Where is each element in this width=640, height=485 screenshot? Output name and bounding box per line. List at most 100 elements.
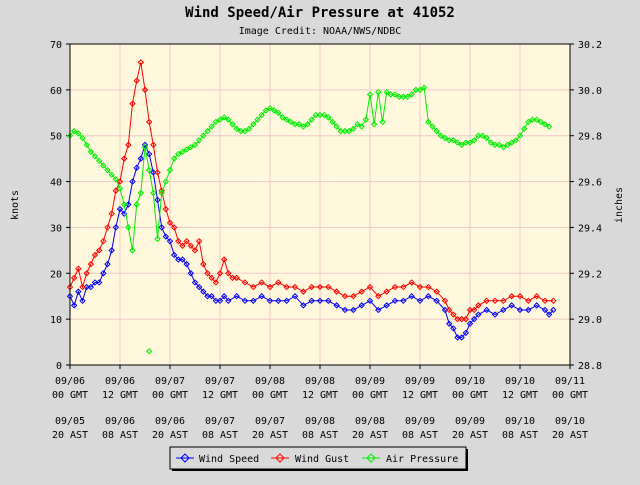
air-pressure-point: [104, 166, 111, 174]
right-y-axis-ticks: 28.8 29.0 29.2 29.4 29.6 29.8 30.0 30.2: [570, 40, 602, 372]
air-pressure-point: [308, 116, 315, 123]
air-pressure-point: [266, 104, 274, 112]
wind-gust-point: [308, 283, 315, 291]
wind-gust-point: [500, 297, 507, 305]
wind-speed-point: [491, 311, 499, 318]
air-pressure-point: [441, 134, 449, 142]
air-pressure-point: [304, 121, 311, 128]
air-pressure-point: [437, 132, 445, 139]
wind-speed-point: [95, 279, 103, 286]
air-pressure-point: [479, 132, 486, 139]
wind-gust-point: [150, 141, 157, 149]
air-pressure-point: [504, 141, 511, 149]
x-tick-label: 00 GMT: [452, 390, 488, 401]
wind-gust-point: [137, 59, 145, 66]
wind-speed-point: [187, 270, 195, 277]
air-pressure-point: [70, 127, 78, 135]
wind-speed-point: [316, 297, 324, 305]
wind-gust-point: [87, 260, 95, 268]
air-pressure-point: [295, 121, 303, 128]
left-tick-label: 10: [50, 315, 62, 326]
wind-speed-point: [87, 283, 95, 291]
wind-gust-point: [400, 283, 407, 291]
air-pressure-point: [450, 137, 457, 144]
wind-speed-point: [445, 320, 453, 327]
air-pressure-point: [220, 114, 228, 121]
air-pressure-point: [495, 141, 503, 149]
right-tick-label: 28.8: [578, 361, 602, 372]
air-pressure-point: [333, 123, 340, 130]
x-tick-label: 09/06: [105, 376, 135, 387]
wind-speed-point: [275, 297, 282, 305]
wind-speed-point: [183, 260, 190, 268]
air-pressure-point: [487, 139, 495, 146]
wind-speed-point: [545, 311, 553, 318]
air-pressure-point: [379, 118, 386, 126]
air-pressure-point: [383, 88, 390, 96]
wind-gust-point: [525, 297, 532, 305]
wind-gust-point: [91, 251, 99, 259]
air-pressure-point: [545, 123, 553, 130]
wind-speed-point: [233, 293, 240, 300]
air-pressure-point: [87, 148, 95, 155]
wind-speed-point: [325, 297, 332, 305]
wind-speed-point: [283, 297, 290, 305]
wind-gust-point: [433, 288, 440, 295]
air-pressure-point: [108, 171, 115, 178]
wind-speed-point: [508, 302, 515, 309]
air-pressure-point: [150, 189, 157, 197]
wind-speed-point: [483, 306, 490, 314]
wind-speed-point: [433, 297, 440, 305]
x-tick-label: 09/08: [305, 376, 335, 387]
left-y-axis-ticks: 0 10 20 30 40 50 60 70: [50, 40, 70, 372]
wind-gust-point: [175, 237, 182, 245]
x-tick-label: 00 GMT: [52, 390, 88, 401]
x-tick-label: 09/06: [105, 416, 135, 427]
wind-gust-point: [191, 247, 199, 254]
wind-gust-point: [300, 288, 307, 295]
wind-speed-point: [116, 205, 124, 213]
wind-speed-point: [458, 334, 465, 341]
x-tick-label: 08 AST: [102, 430, 138, 441]
air-pressure-point: [420, 84, 428, 91]
wind-speed-point: [308, 297, 315, 305]
legend-wind-speed-marker: [180, 453, 190, 463]
air-pressure-point: [475, 132, 482, 139]
air-pressure-point: [491, 141, 499, 149]
wind-speed-point: [333, 302, 340, 309]
air-pressure-point: [283, 116, 290, 123]
air-pressure-point: [350, 125, 357, 133]
x-tick-label: 00 GMT: [252, 390, 288, 401]
wind-speed-point: [208, 293, 215, 300]
x-tick-label: 09/10: [505, 376, 535, 387]
wind-gust-point: [204, 270, 211, 277]
wind-gust-point: [316, 283, 324, 291]
wind-speed-point: [100, 270, 107, 277]
air-pressure-point: [225, 116, 232, 123]
wind-gust-point: [441, 297, 449, 305]
air-pressure-point: [200, 132, 207, 139]
air-pressure-point: [154, 235, 161, 243]
wind-gust-point: [550, 297, 557, 305]
air-pressure-point: [400, 93, 407, 100]
wind-speed-point: [70, 302, 78, 309]
x-tick-label: 09/09: [405, 376, 435, 387]
wind-gust-point: [179, 242, 186, 249]
air-pressure-point: [404, 93, 411, 100]
air-pressure-point: [391, 91, 399, 98]
x-tick-label: 12 GMT: [402, 390, 438, 401]
wind-gust-point: [445, 306, 453, 314]
air-pressure-point: [233, 125, 240, 133]
wind-gust-point: [275, 279, 282, 286]
x-tick-label: 12 GMT: [302, 390, 338, 401]
left-tick-label: 60: [50, 86, 62, 97]
air-pressure-point: [345, 127, 353, 135]
air-pressure-point: [270, 107, 278, 114]
wind-speed-point: [516, 306, 524, 314]
air-pressure-point: [412, 86, 420, 94]
wind-gust-point: [154, 169, 161, 176]
wind-speed-point: [191, 279, 199, 286]
x-tick-label: 09/07: [205, 376, 235, 387]
x-tick-label: 09/09: [455, 416, 485, 427]
air-pressure-point: [241, 127, 249, 135]
